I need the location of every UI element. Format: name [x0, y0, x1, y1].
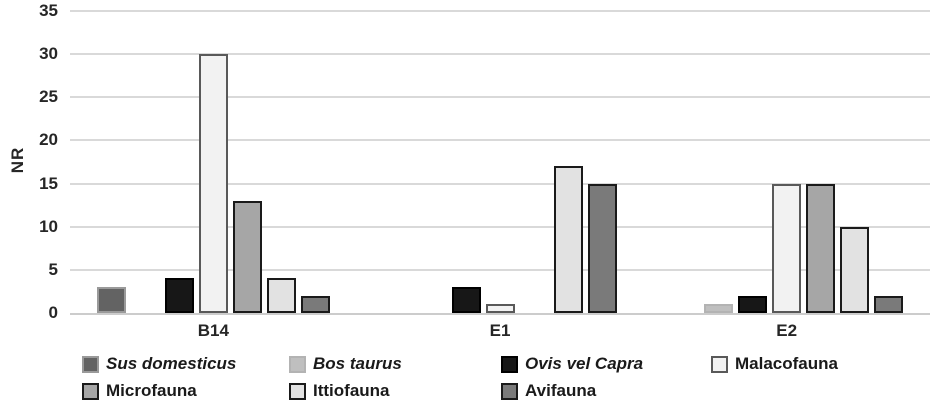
bar-group-E2	[643, 11, 930, 313]
legend-item-malacofauna: Malacofauna	[711, 352, 927, 376]
bar-E1-malacofauna	[485, 304, 515, 313]
plot-area	[70, 10, 930, 315]
bar-group-E1	[357, 11, 644, 313]
legend-swatch-icon	[711, 355, 728, 373]
y-tick-label-20: 20	[39, 130, 58, 150]
legend-label: Malacofauna	[735, 354, 838, 373]
gridline-10	[70, 225, 930, 228]
bar-E2-ittiofauna	[840, 227, 870, 313]
y-tick-label-15: 15	[39, 173, 58, 193]
bar-B14-ovis-vel-capra	[164, 278, 194, 313]
legend-swatch-icon	[501, 382, 518, 400]
legend-item-microfauna: Microfauna	[82, 379, 289, 403]
legend-item-ittiofauna: Ittiofauna	[289, 379, 501, 403]
bar-B14-avifauna	[300, 296, 330, 313]
legend-item-sus-domesticus: Sus domesticus	[82, 352, 289, 376]
legend-label: Microfauna	[106, 381, 197, 400]
bar-E2-ovis-vel-capra	[738, 296, 768, 313]
bar-B14-sus-domesticus	[96, 287, 126, 313]
y-tick-label-0: 0	[48, 303, 58, 322]
gridline-5	[70, 268, 930, 271]
bar-groups	[70, 11, 930, 313]
legend-item-bos-taurus: Bos taurus	[289, 352, 501, 376]
y-tick-label-10: 10	[39, 216, 58, 236]
bar-group-B14	[70, 11, 357, 313]
bar-B14-microfauna	[232, 201, 262, 313]
bar-B14-ittiofauna	[266, 278, 296, 313]
legend-label: Ovis vel Capra	[525, 354, 644, 373]
bar-E2-microfauna	[806, 184, 836, 313]
y-tick-label-25: 25	[39, 87, 58, 107]
legend-label: Bos taurus	[313, 354, 402, 373]
gridline-15	[70, 182, 930, 185]
x-axis-line	[70, 313, 930, 315]
y-axis-ticks: 0 5 10 15 20 25 30 35	[0, 1, 58, 322]
legend-swatch-icon	[289, 355, 306, 373]
gridline-25	[70, 96, 930, 99]
legend-item-avifauna: Avifauna	[501, 379, 711, 403]
bar-B14-malacofauna	[198, 54, 228, 313]
y-tick-label-30: 30	[39, 44, 58, 64]
bar-E2-avifauna	[874, 296, 904, 313]
legend-label: Ittiofauna	[313, 381, 390, 400]
gridline-35	[70, 10, 930, 12]
legend: Sus domesticus Bos taurus Ovis vel Capra Ma…	[82, 352, 927, 403]
bar-E1-avifauna	[587, 184, 617, 313]
x-label-E2: E2	[776, 321, 798, 340]
bar-E2-bos-taurus	[704, 304, 734, 313]
legend-item-ovis-vel-capra: Ovis vel Capra	[501, 352, 711, 376]
x-axis-labels: B14 E1 E2	[70, 321, 930, 341]
legend-swatch-icon	[82, 355, 99, 373]
legend-swatch-icon	[82, 382, 99, 400]
legend-swatch-icon	[289, 382, 306, 400]
x-label-E1: E1	[489, 321, 511, 340]
bar-E2-malacofauna	[772, 184, 802, 313]
y-tick-label-35: 35	[39, 1, 58, 20]
x-label-B14: B14	[197, 321, 229, 340]
bar-E1-ovis-vel-capra	[451, 287, 481, 313]
gridline-20	[70, 139, 930, 142]
bar-E1-ittiofauna	[553, 166, 583, 313]
legend-label: Avifauna	[525, 381, 597, 400]
legend-label: Sus domesticus	[106, 354, 237, 373]
y-tick-label-5: 5	[48, 259, 58, 279]
gridline-30	[70, 53, 930, 56]
legend-swatch-icon	[501, 355, 518, 373]
